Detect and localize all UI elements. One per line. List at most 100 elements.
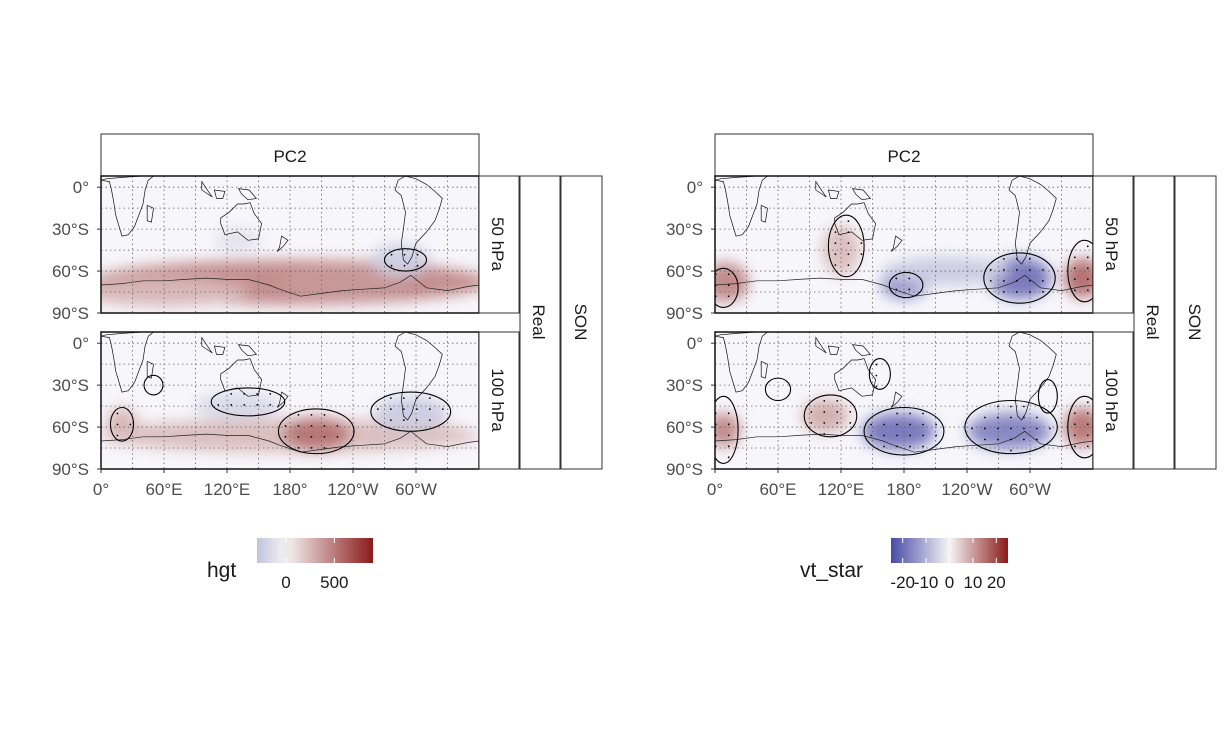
stipple-dot	[1073, 434, 1076, 437]
stipple-dot	[1028, 279, 1031, 282]
map-content	[715, 176, 1093, 313]
stipple-dot	[310, 424, 313, 427]
hgt-legend: hgt 0 500	[207, 538, 373, 592]
stipple-dot	[883, 423, 885, 426]
stipple-dot	[1086, 434, 1089, 437]
stipple-dot	[823, 400, 826, 402]
stipple-dot	[834, 231, 837, 234]
stipple-dot	[1073, 289, 1076, 292]
map-50hpa-vtstar	[714, 175, 1094, 314]
vtstar-x-axis: 0° 60°E 120°E 180° 120°W 60°W	[707, 469, 1051, 499]
stipple-dot	[1015, 279, 1018, 282]
stipple-dot	[415, 408, 418, 411]
field-blob	[967, 413, 1051, 450]
stipple-dot	[1073, 412, 1076, 415]
coastline	[201, 180, 213, 198]
stipple-dot	[336, 435, 339, 438]
significance-contours	[715, 214, 1093, 308]
season-strip: SON	[571, 304, 590, 341]
stipple-dot	[870, 434, 872, 437]
stipple-dot	[256, 404, 259, 406]
stipple-dot	[1028, 268, 1031, 271]
stipple-dot	[428, 408, 431, 411]
stipple-dot	[297, 424, 300, 427]
stipple-dot	[310, 413, 313, 416]
row-strip-box-50	[478, 175, 520, 314]
x-tick-label: 0°	[93, 480, 109, 499]
map-50hpa-hgt	[100, 175, 480, 314]
stipple-dot	[389, 397, 392, 400]
map-content	[101, 332, 479, 469]
stipple-dot	[870, 423, 872, 426]
stipple-dot	[390, 253, 393, 256]
stipple-dot	[834, 264, 837, 267]
stipple-dot	[1086, 423, 1089, 426]
stipple-dot	[896, 423, 898, 426]
stipple-dot	[1028, 290, 1031, 293]
graticule	[715, 176, 1093, 313]
coastline	[220, 202, 262, 241]
stipple-dot	[922, 423, 924, 426]
stipple-dot	[389, 419, 392, 422]
stipple-dot	[1036, 438, 1038, 441]
season-strip-box	[1174, 175, 1217, 470]
stipple-dot	[416, 253, 419, 256]
stipple-dot	[1086, 412, 1089, 415]
stipple-dot	[269, 393, 272, 395]
stipple-dot	[217, 404, 220, 406]
significance-contour	[1067, 395, 1093, 459]
vtstar-legend: vt_star -20-10 0 10 20	[800, 538, 1008, 592]
real-strip-box	[519, 175, 561, 470]
stipple-dot	[836, 411, 839, 413]
coastline	[851, 344, 872, 357]
stipple-dot	[1023, 438, 1025, 441]
stipple-dot	[415, 419, 418, 422]
strip-title-box	[100, 133, 480, 177]
graticule	[101, 176, 479, 313]
season-strip-box	[560, 175, 603, 470]
stipple-dot	[896, 434, 898, 437]
stipple-dot	[836, 422, 839, 424]
stipple-dot	[1010, 427, 1012, 430]
antarctic-coastline	[101, 430, 479, 453]
stipple-dot	[1023, 427, 1025, 430]
stipple-dot	[1086, 445, 1089, 448]
stipple-dot	[1015, 290, 1018, 293]
stipple-dot	[284, 424, 287, 427]
coastline	[146, 204, 154, 223]
coastline	[201, 336, 213, 354]
stipple-dot	[389, 408, 392, 411]
stipple-dot	[323, 435, 326, 438]
y-tick-label: 90°S	[666, 460, 703, 479]
stipple-dot	[727, 434, 730, 437]
stipple-dot	[1086, 278, 1089, 281]
x-tick-label: 120°W	[941, 480, 992, 499]
stipple-dot	[909, 412, 911, 415]
stipple-dot	[310, 435, 313, 438]
x-tick-label: 60°E	[145, 480, 182, 499]
x-tick-label: 0°	[707, 480, 723, 499]
legend-tick-label: -10	[914, 573, 939, 592]
graticule	[715, 332, 1093, 469]
stipple-dot	[416, 264, 419, 267]
stipple-dot	[971, 427, 973, 430]
stipple-dot	[243, 404, 246, 406]
row-strip-100hpa: 100 hPa	[1102, 368, 1121, 432]
stipple-dot	[1036, 427, 1038, 430]
map-content	[101, 176, 479, 313]
stipple-dot	[909, 434, 911, 437]
stipple-dot	[727, 445, 730, 448]
coastline	[277, 391, 289, 408]
stipple-dot	[390, 264, 393, 267]
stipple-dot	[922, 445, 924, 448]
stipple-dot	[1086, 267, 1089, 270]
field-blob	[715, 262, 749, 302]
legend-tick-label: 500	[320, 573, 348, 592]
significance-contour	[383, 248, 428, 272]
stipple-dot	[116, 412, 119, 415]
stipple-dot	[922, 412, 924, 415]
stipple-dot	[896, 412, 898, 415]
field-blob	[370, 244, 430, 276]
y-tick-label: 30°S	[666, 376, 703, 395]
